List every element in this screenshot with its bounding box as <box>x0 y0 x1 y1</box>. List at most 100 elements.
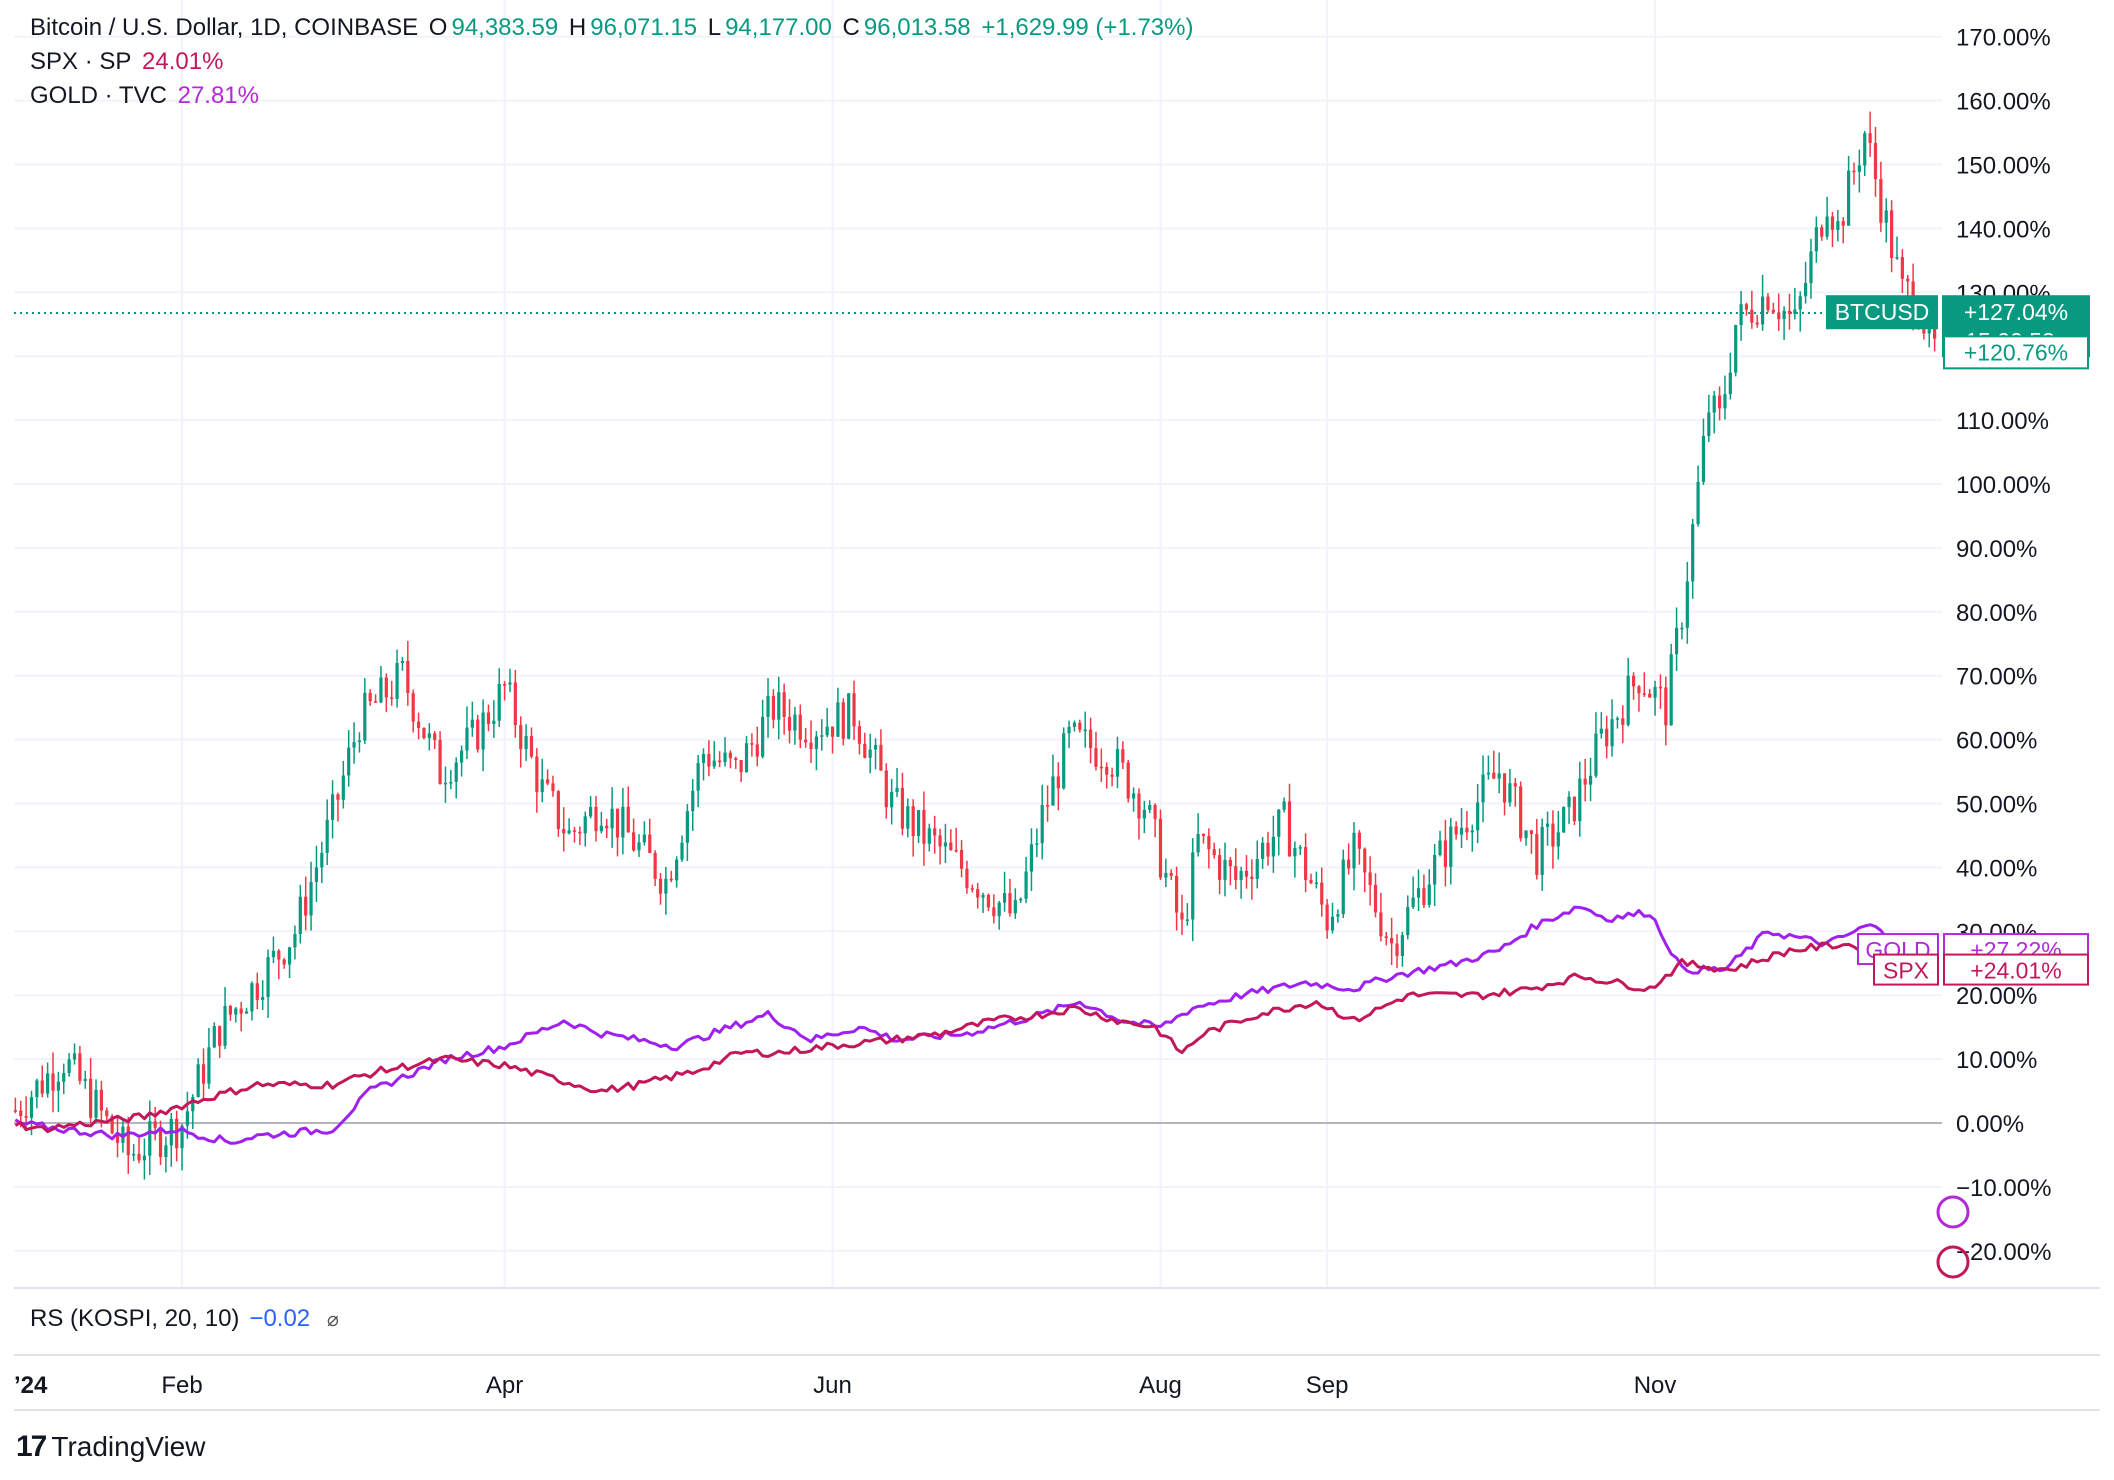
btc-candle-body <box>986 895 991 908</box>
btc-candle-body <box>465 727 469 751</box>
btc-candle-body <box>1551 823 1555 847</box>
btc-candle-body <box>1750 309 1754 323</box>
btc-candle-body <box>363 692 367 741</box>
y-tick-label: 20.00% <box>1956 983 2037 1010</box>
spx-legend[interactable]: SPX · SP 24.01% <box>30 48 227 76</box>
btc-candle-body <box>992 907 996 917</box>
btc-candle-body <box>1191 852 1195 920</box>
btc-candle-body <box>1535 833 1539 875</box>
btc-candle-body <box>879 745 883 771</box>
indicator-legend[interactable]: RS (KOSPI, 20, 10) −0.02 ⌀ <box>30 1305 339 1333</box>
btc-candle-body <box>1637 686 1641 694</box>
btc-candle-body <box>578 831 582 834</box>
btc-candle-body <box>1400 935 1404 957</box>
btc-candle-body <box>583 816 587 834</box>
btc-candle-body <box>1029 844 1034 872</box>
btc-candle-body <box>218 1026 222 1046</box>
btc-candle-body <box>293 934 297 948</box>
btc-candle-body <box>438 739 442 784</box>
scale-handle-icon[interactable] <box>1936 1245 1970 1279</box>
spx-price-label: SPX +24.01% <box>1873 953 2089 986</box>
btc-candle-body <box>1255 858 1259 879</box>
btc-candle-body <box>1298 847 1302 849</box>
btc-candle-body <box>1642 693 1646 695</box>
change-value: +1,629.99 (+1.73%) <box>981 14 1194 41</box>
btc-candle-body <box>1309 879 1313 884</box>
btc-candle-body <box>1207 835 1211 850</box>
btc-candle-body <box>1223 859 1227 880</box>
btc-candle-body <box>1341 859 1345 915</box>
btc-candle-body <box>1363 848 1367 873</box>
btc-candle-body <box>1427 884 1431 905</box>
btc-candle-body <box>175 1118 179 1149</box>
btc-candle-body <box>1669 654 1673 726</box>
btc-candle-body <box>72 1053 77 1060</box>
btc-candle-body <box>1148 805 1152 810</box>
btc-candle-body <box>1766 296 1770 310</box>
btc-candle-body <box>1121 749 1125 763</box>
btc-candle-body <box>830 726 835 737</box>
btc-candle-body <box>766 695 770 717</box>
btc-candle-body <box>1088 729 1093 749</box>
x-tick-label: Sep <box>1306 1372 1349 1399</box>
btc-candle-body <box>793 714 797 731</box>
btc-candle-body <box>320 852 324 868</box>
btc-candle-body <box>653 852 657 879</box>
btc-candle-body <box>626 806 630 833</box>
btc-candle-body <box>1605 728 1609 747</box>
btc-candle-body <box>1271 836 1275 857</box>
btc-candle-body <box>1588 775 1593 785</box>
btc-candle-body <box>1556 832 1560 847</box>
scale-handle-icon[interactable] <box>1936 1195 1970 1229</box>
btc-candle-body <box>158 1127 163 1158</box>
spx-name-text: SPX <box>1883 958 1929 984</box>
btc-candle-body <box>1847 170 1851 226</box>
x-tick-label: Aug <box>1139 1372 1182 1399</box>
tradingview-brand[interactable]: 17 TradingView <box>16 1430 205 1464</box>
btc-candle-body <box>1035 843 1039 845</box>
btc-candle-body <box>1599 728 1603 734</box>
btc-candle-body <box>680 842 684 860</box>
btc-candle-body <box>330 794 335 820</box>
btc-candle-body <box>1502 773 1507 803</box>
brand-name: TradingView <box>51 1431 206 1462</box>
btc-candle-body <box>1105 766 1109 775</box>
btc-candle-body <box>642 834 646 843</box>
btc-candle-body <box>368 692 372 702</box>
btc-candle-body <box>1443 840 1448 867</box>
btc-candle-body <box>1594 733 1598 776</box>
btc-candle-body <box>890 791 894 808</box>
btc-candle-body <box>556 791 560 830</box>
btc-candle-body <box>400 660 405 664</box>
main-series-legend[interactable]: Bitcoin / U.S. Dollar, 1D, COINBASE O 94,… <box>30 14 1194 41</box>
btc-candle-body <box>1078 722 1082 730</box>
btc-candle-body <box>1169 872 1173 876</box>
btc-candle-body <box>1330 916 1335 931</box>
btc-candle-body <box>24 1115 28 1118</box>
btc-candle-body <box>1572 796 1577 822</box>
btc-candle-body <box>1158 818 1163 878</box>
btc-candle-body <box>1384 936 1388 939</box>
btc-candle-body <box>239 1008 243 1014</box>
eye-off-icon[interactable]: ⌀ <box>326 1309 339 1331</box>
indicator-label: RS (KOSPI, 20, 10) <box>30 1305 240 1332</box>
btc-candle-body <box>1497 773 1501 779</box>
btc-candle-body <box>1755 322 1759 325</box>
btc-candle-body <box>449 781 453 784</box>
btc-candle-body <box>798 714 802 740</box>
spx-name-tag <box>1873 953 1939 986</box>
btc-candle-body <box>67 1059 71 1074</box>
y-tick-label: 140.00% <box>1956 216 2051 243</box>
spx-legend-name: SPX · SP <box>30 48 132 75</box>
gold-legend[interactable]: GOLD · TVC 27.81% <box>30 82 263 110</box>
btc-value-text: +127.04% <box>1964 299 2068 325</box>
btc-candle-body <box>1782 310 1786 320</box>
btc-candle-body <box>868 749 872 758</box>
btc-candle-body <box>1056 776 1060 789</box>
btc-candle-body <box>1185 919 1189 921</box>
gold-legend-value: 27.81% <box>177 82 259 109</box>
btc-candle-body <box>1486 772 1491 775</box>
btc-candle-body <box>13 1110 17 1112</box>
btc-candle-body <box>1798 296 1802 310</box>
